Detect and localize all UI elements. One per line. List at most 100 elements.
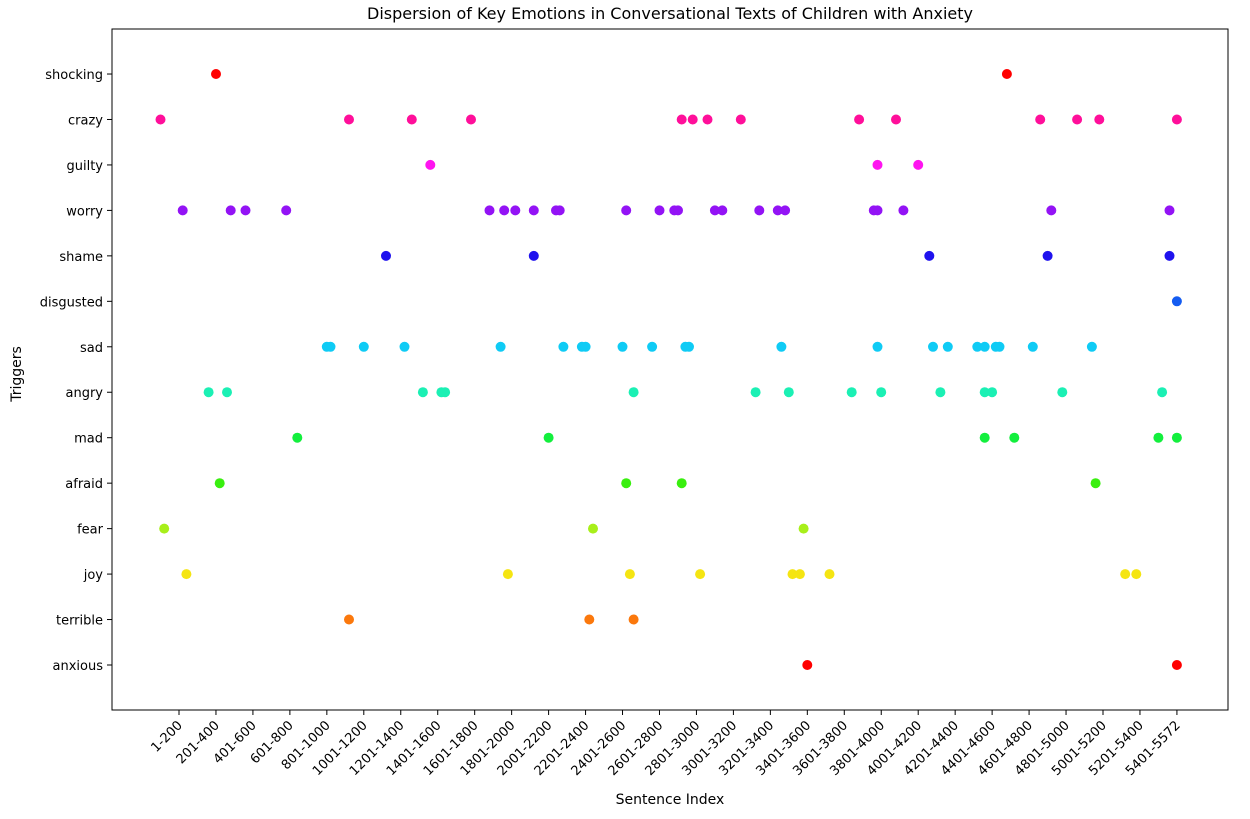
data-point-sad: [994, 341, 1005, 352]
data-point-joy: [787, 569, 798, 580]
data-point-worry: [1164, 205, 1175, 216]
data-point-worry: [528, 205, 539, 216]
data-point-worry: [499, 205, 510, 216]
data-point-joy: [624, 569, 635, 580]
data-point-worry: [554, 205, 565, 216]
data-point-worry: [484, 205, 495, 216]
y-tick-label: terrible: [56, 614, 103, 629]
y-tick-label: angry: [66, 386, 104, 401]
y-tick-label: crazy: [68, 113, 103, 128]
data-point-sad: [558, 341, 569, 352]
data-point-sad: [399, 341, 410, 352]
data-point-worry: [717, 205, 728, 216]
data-point-joy: [794, 569, 805, 580]
y-tick-label: shocking: [45, 68, 103, 83]
data-point-worry: [709, 205, 720, 216]
y-tick-label: guilty: [66, 159, 103, 174]
data-point-sad: [358, 341, 369, 352]
data-point-anxious: [1171, 660, 1182, 670]
data-point-mad: [979, 432, 990, 443]
data-point-guilty: [425, 159, 436, 170]
data-point-crazy: [687, 114, 698, 125]
data-point-crazy: [702, 114, 713, 125]
y-axis: anxious terrible joy fear afraid mad angry sad d…: [40, 68, 112, 674]
data-point-worry: [654, 205, 665, 216]
data-point-angry: [417, 387, 428, 398]
data-point-mad: [543, 432, 554, 443]
plot-area: [111, 28, 1229, 711]
data-point-joy: [824, 569, 835, 580]
data-point-angry: [783, 387, 794, 398]
data-point-sad: [1086, 341, 1097, 352]
data-point-angry: [750, 387, 761, 398]
data-point-afraid: [214, 478, 225, 489]
data-point-shame: [1042, 250, 1053, 261]
data-point-angry: [987, 387, 998, 398]
data-point-guilty: [872, 159, 883, 170]
data-point-worry: [673, 205, 683, 216]
data-point-joy: [502, 569, 513, 580]
data-point-crazy: [735, 114, 746, 125]
data-point-angry: [222, 387, 232, 398]
y-tick-label: anxious: [53, 659, 104, 674]
data-point-terrible: [344, 614, 354, 625]
data-point-worry: [281, 205, 292, 216]
y-tick-label: shame: [59, 250, 103, 265]
data-point-crazy: [406, 114, 417, 125]
data-point-fear: [798, 523, 809, 534]
data-point-anxious: [802, 660, 813, 670]
data-point-angry: [979, 387, 990, 398]
data-point-worry: [1046, 205, 1057, 216]
data-point-worry: [510, 205, 521, 216]
data-point-worry: [177, 205, 188, 216]
x-axis-label: Sentence Index: [616, 792, 725, 808]
data-point-crazy: [466, 114, 476, 125]
data-point-crazy: [891, 114, 901, 125]
data-point-shame: [1164, 250, 1175, 261]
data-point-sad: [776, 341, 787, 352]
data-point-worry: [754, 205, 765, 216]
y-tick-label: fear: [77, 523, 104, 538]
data-point-shame: [381, 250, 391, 261]
data-point-terrible: [628, 614, 639, 625]
data-point-worry: [240, 205, 251, 216]
data-point-mad: [1153, 432, 1164, 443]
data-point-afraid: [621, 478, 632, 489]
data-point-sad: [495, 341, 506, 352]
data-point-worry: [621, 205, 632, 216]
data-point-worry: [225, 205, 236, 216]
data-point-mad: [292, 432, 303, 443]
data-point-crazy: [676, 114, 687, 125]
data-point-fear: [159, 523, 170, 534]
chart-title: Dispersion of Key Emotions in Conversati…: [367, 4, 973, 23]
y-tick-label: sad: [80, 341, 103, 356]
data-point-disgusted: [1171, 296, 1182, 307]
data-point-mad: [1171, 432, 1182, 443]
x-axis: 1-200201-400401-600601-800801-10001001-1…: [149, 710, 1184, 779]
data-point-crazy: [1072, 114, 1083, 125]
data-point-mad: [1009, 432, 1020, 443]
data-point-crazy: [344, 114, 354, 125]
data-point-angry: [628, 387, 639, 398]
data-point-sad: [684, 341, 694, 352]
data-point-angry: [935, 387, 946, 398]
data-point-angry: [1057, 387, 1068, 398]
data-point-sad: [942, 341, 953, 352]
data-point-shocking: [1001, 69, 1012, 79]
data-point-angry: [876, 387, 887, 398]
data-point-crazy: [1171, 114, 1182, 125]
data-point-guilty: [913, 159, 924, 170]
data-point-joy: [181, 569, 192, 580]
data-point-shocking: [211, 69, 221, 79]
data-point-joy: [1120, 569, 1131, 580]
data-point-sad: [325, 341, 336, 352]
y-tick-label: disgusted: [40, 295, 103, 310]
data-point-joy: [1131, 569, 1142, 580]
y-tick-label: afraid: [65, 477, 103, 492]
data-point-afraid: [1090, 478, 1101, 489]
y-tick-label: worry: [66, 204, 103, 219]
data-point-joy: [695, 569, 706, 580]
data-point-sad: [617, 341, 628, 352]
data-point-sad: [972, 341, 983, 352]
data-point-worry: [772, 205, 783, 216]
